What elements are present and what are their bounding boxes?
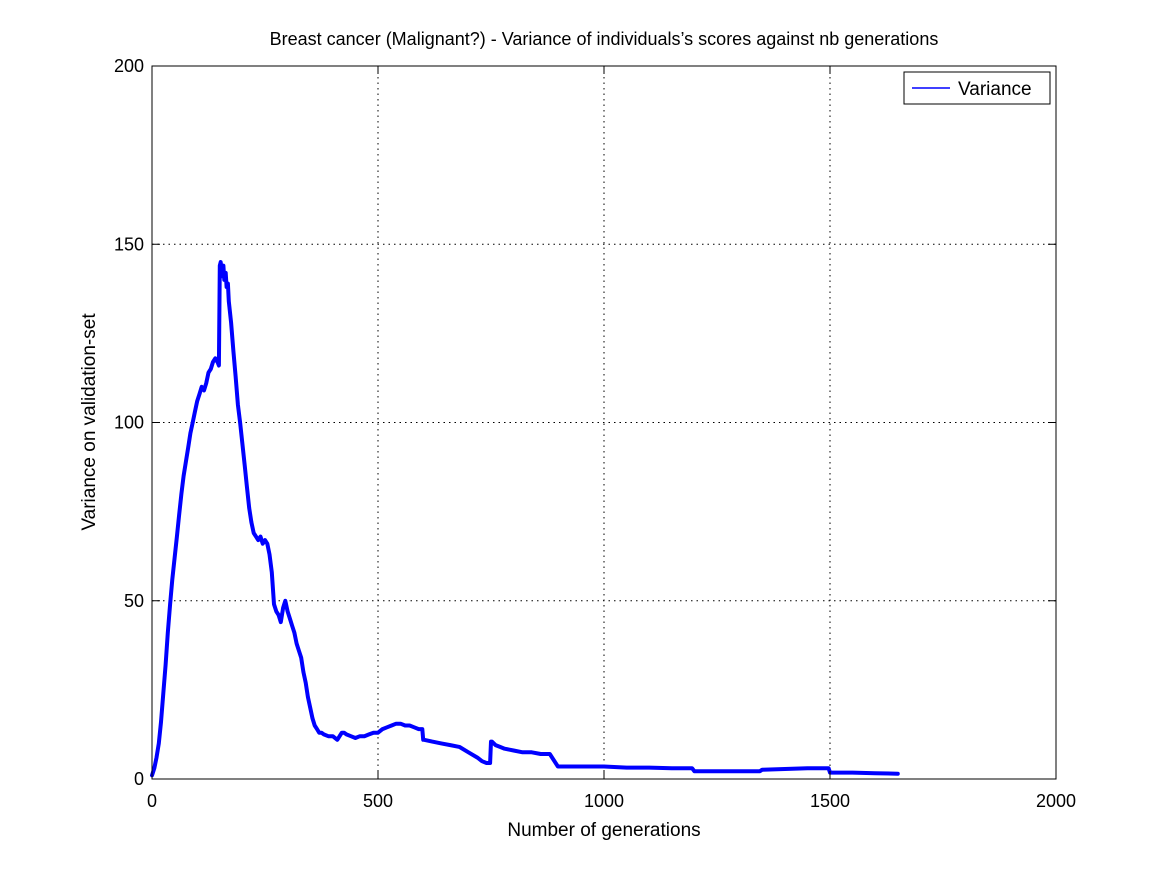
legend-box [903,71,1051,105]
x-tick-label-1000: 1000 [584,791,624,811]
chart-title: Breast cancer (Malignant?) - Variance of… [270,29,939,49]
legend-label-variance: Variance [958,79,1032,100]
y-axis-tick-labels: 0 50 100 150 200 [114,56,144,789]
x-tick-label-500: 500 [363,791,393,811]
x-tick-label-0: 0 [147,791,157,811]
series-layer [150,260,900,778]
axis-ticks [151,65,1057,780]
y-tick-label-200: 200 [114,56,144,76]
x-tick-label-2000: 2000 [1036,791,1076,811]
x-axis-tick-labels: 0 500 1000 1500 2000 [147,791,1076,811]
x-axis-label: Number of generations [507,820,700,841]
legend: Variance [903,71,1051,105]
y-tick-label-0: 0 [134,769,144,789]
y-tick-label-150: 150 [114,234,144,254]
y-tick-label-100: 100 [114,413,144,433]
y-axis-label: Variance on validation-set [79,313,100,531]
grid-lines [152,66,1056,779]
series-line-variance [150,260,900,778]
y-tick-label-50: 50 [124,591,144,611]
x-tick-label-1500: 1500 [810,791,850,811]
